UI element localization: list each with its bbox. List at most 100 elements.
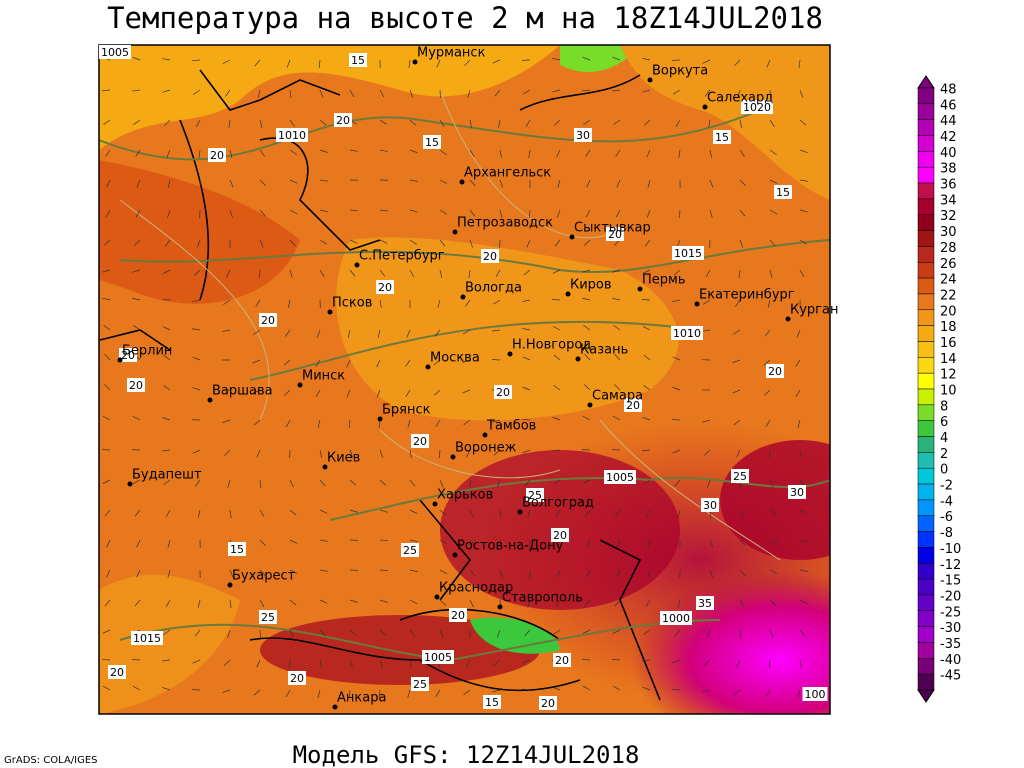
- contour-label: 35: [698, 597, 712, 610]
- wind-arrow: [379, 209, 388, 212]
- wind-arrow: [584, 599, 591, 607]
- city-name: Киров: [570, 278, 612, 293]
- wind-arrow: [552, 89, 561, 93]
- wind-arrow: [256, 659, 261, 668]
- contour-label-box: [119, 348, 137, 362]
- wind-arrow: [739, 119, 743, 128]
- cool-zone: [99, 45, 560, 150]
- contour-label-box: [288, 671, 306, 685]
- city-dot: [637, 286, 643, 292]
- wind-arrow: [709, 209, 713, 218]
- wind-arrow: [797, 689, 801, 698]
- city-name: Киев: [327, 451, 360, 466]
- colorbar-label: -40: [940, 653, 961, 668]
- wind-arrow: [162, 326, 171, 331]
- colorbar-label: 30: [940, 225, 957, 240]
- contour-label: 1015: [674, 247, 702, 260]
- colorbar-label: 44: [940, 114, 957, 129]
- wind-arrow: [105, 149, 111, 157]
- wind-arrow: [283, 359, 291, 366]
- wind-arrow: [527, 599, 531, 608]
- wind-arrow: [799, 659, 802, 668]
- contour-label: 20: [110, 666, 124, 679]
- wind-arrow: [134, 509, 141, 517]
- colorbar-bottom-cap: [917, 689, 935, 703]
- wind-arrow: [376, 359, 381, 368]
- colorbar-swatch: [917, 277, 935, 295]
- city-dot: [497, 604, 503, 610]
- wind-arrow: [349, 149, 358, 152]
- contour-label-box: [624, 398, 642, 412]
- wind-arrow: [164, 239, 171, 247]
- contour-label: 20: [608, 228, 622, 241]
- contour-label: 20: [413, 435, 427, 448]
- wind-arrow: [582, 685, 591, 691]
- wind-arrow: [769, 599, 777, 606]
- wind-arrow: [319, 269, 325, 278]
- wind-arrow: [287, 299, 291, 308]
- city-name: Минск: [302, 369, 345, 384]
- contour-label-box: [127, 378, 145, 392]
- wind-arrow: [104, 384, 111, 391]
- colorbar-label: 18: [940, 320, 957, 335]
- city-dot: [575, 356, 581, 362]
- wind-arrow: [526, 239, 531, 248]
- wind-arrow: [703, 449, 711, 456]
- wind-arrow: [739, 179, 746, 187]
- wind-arrow: [289, 209, 298, 215]
- city-name: Мурманск: [417, 46, 486, 61]
- colorbar-label: 46: [940, 98, 957, 113]
- city-name: Казань: [580, 343, 628, 358]
- colorbar-label: -30: [940, 621, 961, 636]
- wind-arrow: [435, 689, 441, 697]
- wind-arrow: [704, 89, 711, 97]
- contour-label: 20: [626, 399, 640, 412]
- wind-arrow: [765, 419, 771, 428]
- wind-arrow: [253, 419, 261, 426]
- wind-arrow: [197, 599, 201, 608]
- wind-arrow: [103, 325, 111, 331]
- wind-arrow: [193, 269, 201, 276]
- wind-arrow: [493, 449, 501, 456]
- wind-arrow: [702, 59, 711, 64]
- colorbar-swatch: [917, 135, 935, 152]
- colorbar-swatch: [917, 547, 935, 564]
- wind-arrow: [736, 659, 741, 668]
- city-name: Воркута: [652, 64, 708, 79]
- wind-arrow: [195, 119, 201, 128]
- contour-label-box: [108, 665, 126, 679]
- wind-arrow: [585, 209, 591, 218]
- wind-arrow: [163, 479, 171, 486]
- city-name: С.Петербург: [359, 249, 445, 264]
- hot-zone: [720, 440, 830, 560]
- contour-label: 20: [378, 281, 392, 294]
- wind-arrow: [709, 569, 714, 578]
- wind-arrow: [289, 569, 298, 574]
- wind-arrow: [769, 89, 772, 99]
- wind-arrow: [799, 119, 807, 126]
- wind-arrow: [769, 179, 778, 184]
- colorbar-label: 22: [940, 288, 957, 303]
- city-dot: [354, 262, 360, 268]
- wind-arrow: [468, 269, 471, 278]
- colorbar-swatch: [917, 293, 935, 311]
- wind-arrow: [192, 328, 201, 331]
- contour-label-box: [228, 542, 246, 556]
- wind-arrow: [671, 419, 681, 421]
- city-name: Краснодар: [439, 581, 513, 596]
- colorbar-label: -8: [940, 526, 953, 541]
- very-hot-zone: [630, 570, 830, 714]
- wind-arrow: [769, 629, 774, 638]
- wind-arrow: [284, 389, 291, 396]
- contour-label-box: [401, 543, 419, 557]
- wind-arrow: [167, 569, 171, 578]
- wind-arrow: [735, 299, 741, 307]
- contour-label: 20: [768, 365, 782, 378]
- city-dot: [452, 552, 458, 558]
- wind-arrow: [552, 449, 561, 452]
- wind-arrow: [674, 479, 681, 487]
- city-name: Курган: [790, 303, 838, 318]
- wind-arrow: [615, 149, 621, 157]
- wind-arrow: [612, 269, 621, 273]
- wind-arrow: [379, 149, 388, 152]
